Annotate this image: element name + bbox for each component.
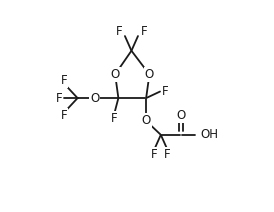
- Text: O: O: [110, 68, 120, 81]
- Text: F: F: [60, 109, 67, 122]
- Text: F: F: [151, 148, 158, 161]
- Text: O: O: [141, 114, 151, 127]
- Text: F: F: [56, 92, 62, 105]
- Text: O: O: [177, 109, 186, 122]
- Text: F: F: [111, 112, 118, 125]
- Text: F: F: [60, 74, 67, 87]
- Text: F: F: [162, 85, 168, 98]
- Text: OH: OH: [200, 128, 218, 141]
- Text: O: O: [90, 92, 99, 105]
- Text: F: F: [164, 148, 171, 161]
- Text: F: F: [140, 25, 147, 38]
- Text: F: F: [116, 25, 122, 38]
- Text: O: O: [145, 68, 154, 81]
